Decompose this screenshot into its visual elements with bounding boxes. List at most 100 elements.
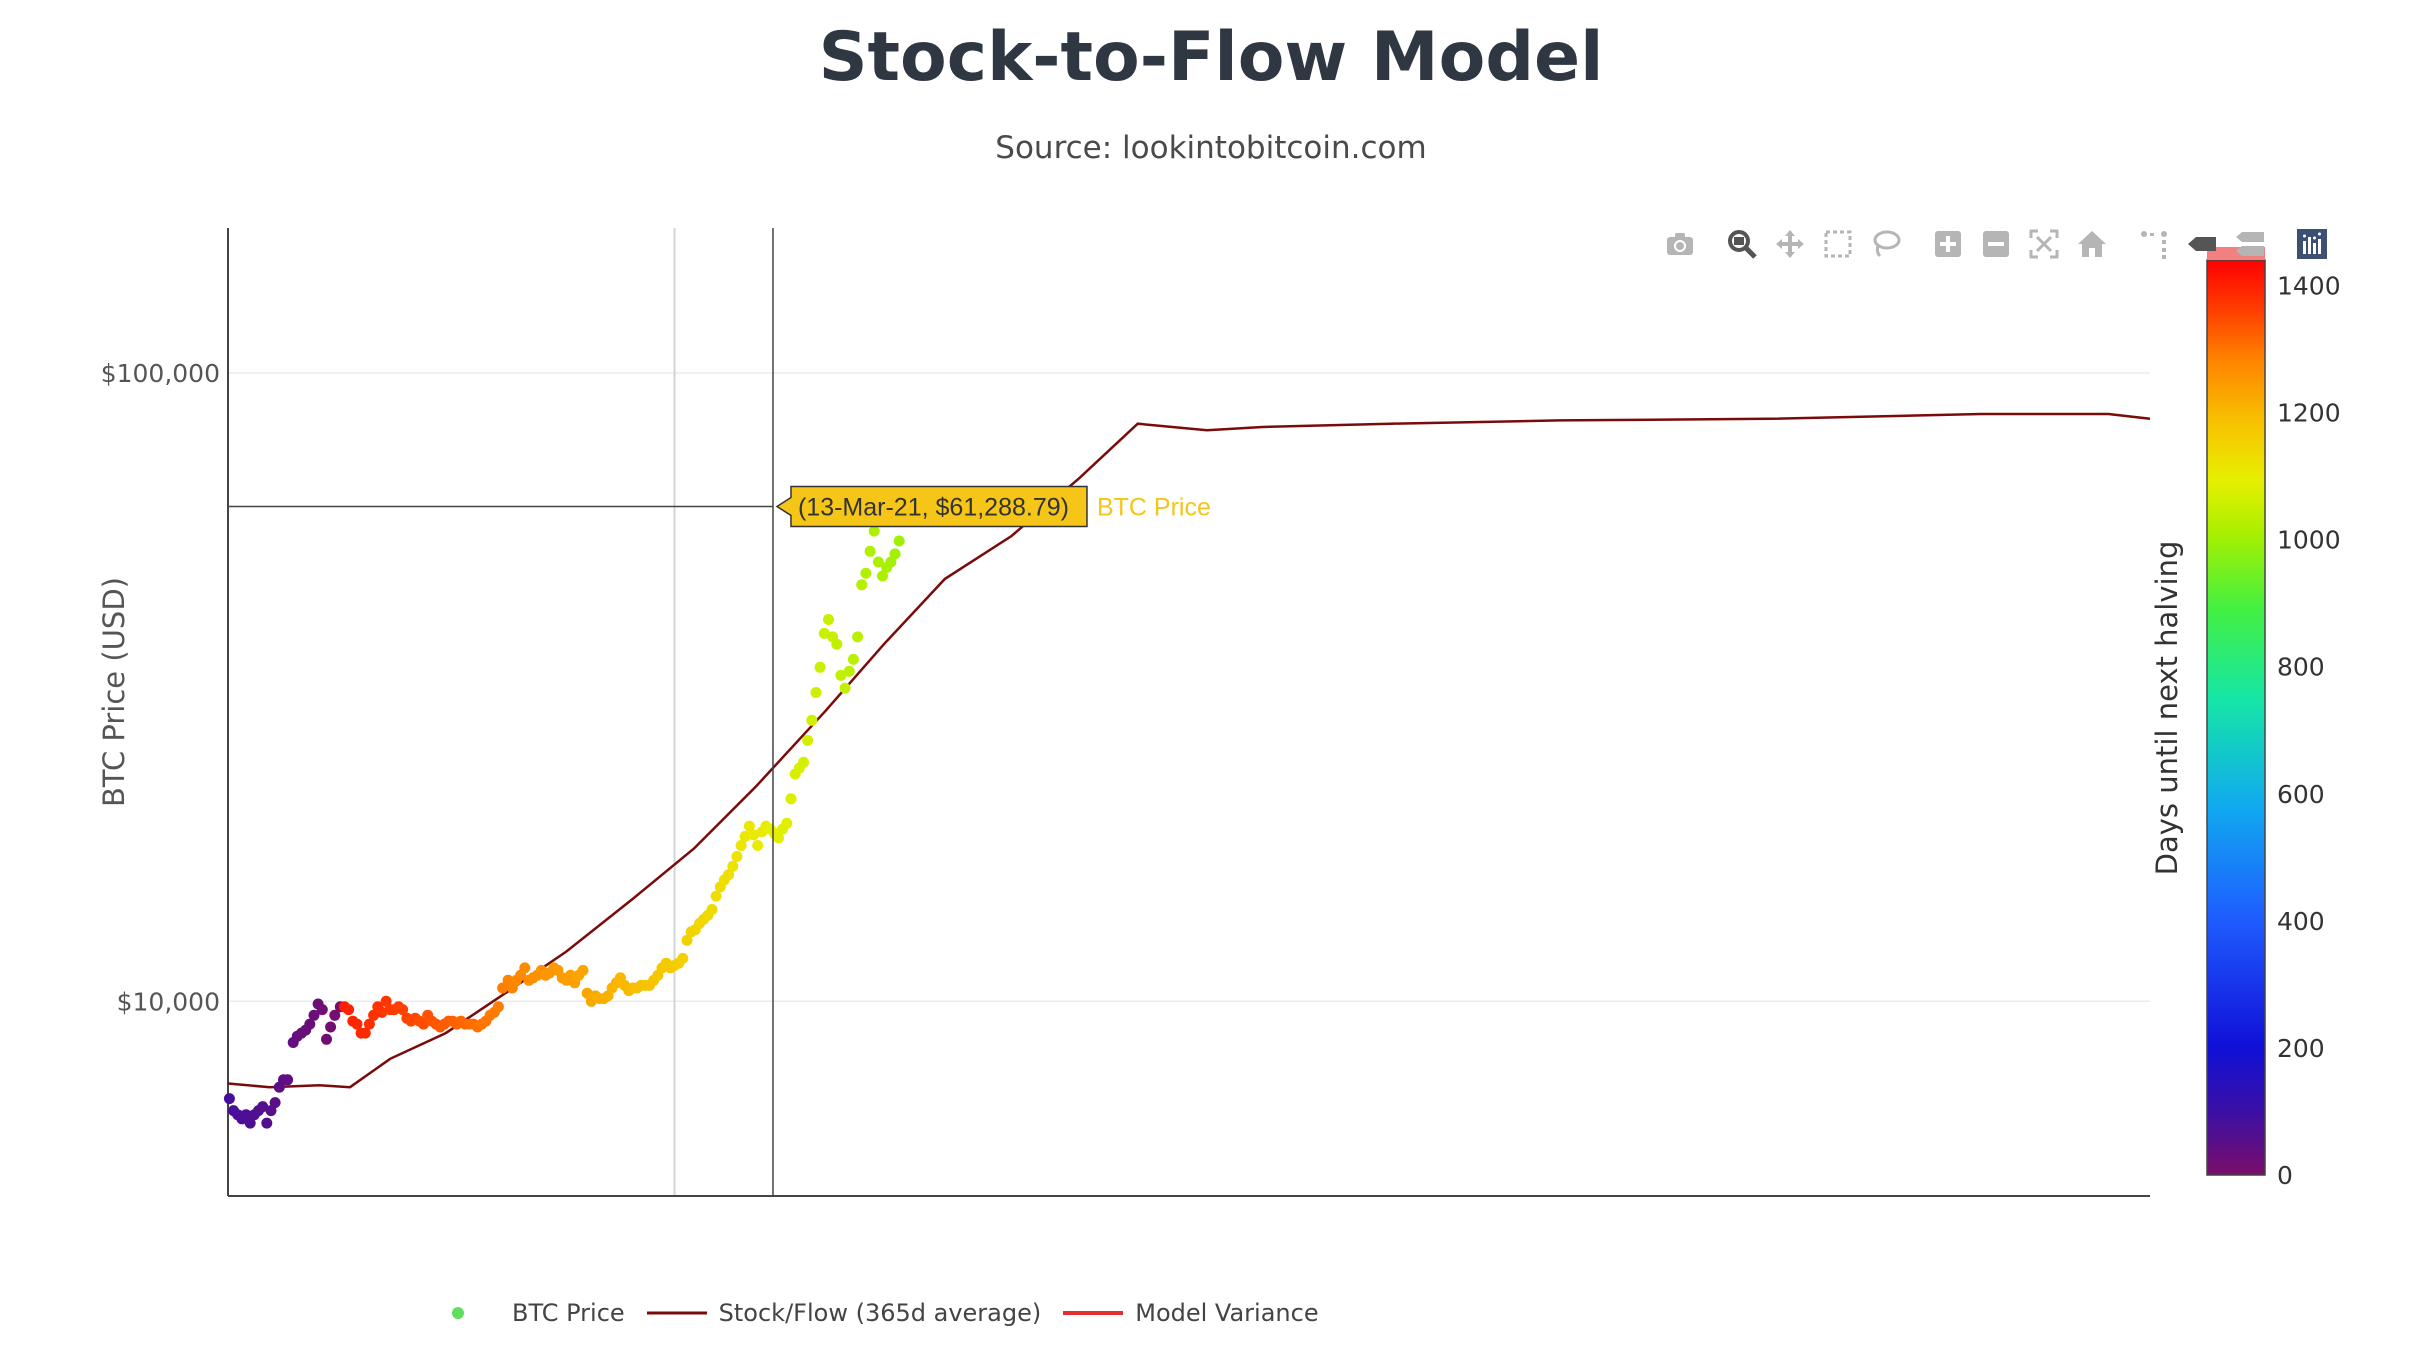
btc-price-point[interactable]: [257, 1101, 269, 1113]
btc-price-point[interactable]: [773, 832, 784, 844]
btc-price-point[interactable]: [856, 579, 868, 591]
btc-price-point[interactable]: [735, 840, 747, 851]
btc-price-point[interactable]: [864, 545, 876, 557]
zoom-out-icon[interactable]: [1976, 224, 2016, 264]
legend: BTC Price Stock/Flow (365d average) Mode…: [440, 1298, 1341, 1328]
btc-price-point[interactable]: [261, 1117, 273, 1129]
btc-price-point[interactable]: [839, 682, 851, 694]
btc-price-point[interactable]: [581, 987, 593, 999]
legend-item-btc-price[interactable]: BTC Price: [440, 1298, 625, 1328]
stock-flow-line: [227, 412, 2151, 1089]
btc-price-point[interactable]: [304, 1018, 316, 1030]
colorbar-gradient: [2206, 259, 2266, 1176]
btc-price-point[interactable]: [223, 1093, 235, 1105]
chart-subtitle: Source: lookintobitcoin.com: [995, 130, 1427, 166]
btc-price-point[interactable]: [852, 631, 864, 643]
btc-price-point[interactable]: [677, 952, 689, 964]
legend-label-stock-flow: Stock/Flow (365d average): [718, 1299, 1042, 1327]
btc-price-point[interactable]: [359, 1027, 371, 1039]
legend-line-model-variance: [1063, 1298, 1124, 1328]
colorbar-tick-label: 400: [2277, 907, 2325, 936]
plotly-logo-icon[interactable]: [2292, 224, 2332, 264]
btc-price-point[interactable]: [418, 1018, 429, 1030]
btc-price-point[interactable]: [244, 1117, 256, 1129]
autoscale-icon[interactable]: [2024, 224, 2064, 264]
btc-price-point[interactable]: [492, 1001, 504, 1013]
btc-price-point[interactable]: [872, 556, 884, 568]
btc-price-point[interactable]: [847, 653, 859, 665]
zoom-in-icon[interactable]: [1928, 224, 1968, 264]
btc-price-point[interactable]: [785, 793, 797, 805]
hover-label-text: (13-Mar-21, $61,288.79): [798, 493, 1069, 521]
hover-series-name: BTC Price: [1097, 493, 1211, 521]
btc-price-point[interactable]: [316, 1004, 328, 1016]
btc-price-point[interactable]: [814, 661, 826, 673]
btc-price-point[interactable]: [723, 869, 735, 881]
btc-price-point[interactable]: [835, 669, 847, 681]
btc-price-point[interactable]: [710, 890, 722, 902]
btc-price-point[interactable]: [397, 1004, 409, 1016]
btc-price-point[interactable]: [497, 982, 509, 994]
btc-price-point[interactable]: [798, 756, 809, 768]
btc-price-point[interactable]: [739, 830, 751, 842]
btc-price-point[interactable]: [727, 860, 739, 872]
legend-label-model-variance: Model Variance: [1135, 1299, 1319, 1327]
legend-marker-btc-price: [440, 1298, 500, 1328]
btc-price-point[interactable]: [368, 1009, 380, 1021]
y-axis-title: BTC Price (USD): [97, 577, 131, 807]
btc-price-point[interactable]: [781, 817, 793, 829]
lasso-select-icon[interactable]: [1866, 224, 1906, 264]
pan-icon[interactable]: [1770, 224, 1810, 264]
reset-axes-icon[interactable]: [2072, 224, 2112, 264]
btc-price-point[interactable]: [343, 1004, 355, 1016]
btc-price-point[interactable]: [731, 851, 743, 862]
btc-price-point[interactable]: [868, 525, 880, 537]
btc-price-point[interactable]: [681, 934, 693, 946]
btc-price-point[interactable]: [885, 556, 897, 568]
btc-price-point[interactable]: [519, 962, 531, 974]
btc-price-point[interactable]: [376, 1006, 388, 1018]
btc-price-point[interactable]: [743, 820, 755, 832]
btc-price-point[interactable]: [893, 535, 905, 547]
hover-compare-icon[interactable]: [2230, 224, 2270, 264]
btc-price-point[interactable]: [325, 1021, 337, 1033]
btc-price-point[interactable]: [831, 638, 843, 650]
btc-price-point[interactable]: [321, 1033, 332, 1045]
btc-price-point[interactable]: [889, 548, 901, 560]
btc-price-point[interactable]: [706, 904, 718, 915]
y-tick-label: $10,000: [117, 987, 220, 1016]
legend-item-stock-flow[interactable]: Stock/Flow (365d average): [646, 1298, 1042, 1328]
btc-price-point[interactable]: [806, 714, 818, 726]
toggle-spikelines-icon[interactable]: [2134, 224, 2174, 264]
btc-price-point[interactable]: [810, 687, 822, 698]
btc-price-point[interactable]: [860, 567, 872, 579]
modebar: [1660, 224, 2340, 264]
hover-closest-icon[interactable]: [2182, 224, 2222, 264]
zoom-icon[interactable]: [1722, 224, 1762, 264]
btc-price-point[interactable]: [240, 1109, 252, 1121]
btc-price-point[interactable]: [802, 735, 814, 746]
legend-line-stock-flow: [646, 1298, 707, 1328]
btc-price-point[interactable]: [818, 627, 830, 639]
btc-price-point[interactable]: [282, 1074, 294, 1086]
box-select-icon[interactable]: [1818, 224, 1858, 264]
legend-item-model-variance[interactable]: Model Variance: [1063, 1298, 1319, 1328]
btc-price-point[interactable]: [329, 1009, 341, 1021]
colorbar-tick-label: 1200: [2277, 399, 2341, 428]
colorbar-tick-label: 0: [2277, 1161, 2293, 1190]
btc-price-point[interactable]: [577, 964, 589, 976]
btc-price-point[interactable]: [877, 570, 888, 582]
camera-icon[interactable]: [1660, 224, 1700, 264]
btc-price-point[interactable]: [752, 840, 764, 851]
btc-price-point[interactable]: [269, 1097, 281, 1109]
btc-price-point[interactable]: [363, 1018, 375, 1030]
y-tick-label: $100,000: [101, 359, 220, 388]
btc-price-point[interactable]: [308, 1009, 320, 1021]
btc-price-point[interactable]: [748, 829, 760, 841]
btc-price-point[interactable]: [380, 995, 392, 1007]
btc-price-point[interactable]: [843, 665, 855, 677]
btc-price-point[interactable]: [351, 1018, 363, 1030]
colorbar-tick-label: 600: [2277, 780, 2325, 809]
btc-price-point[interactable]: [823, 614, 834, 625]
